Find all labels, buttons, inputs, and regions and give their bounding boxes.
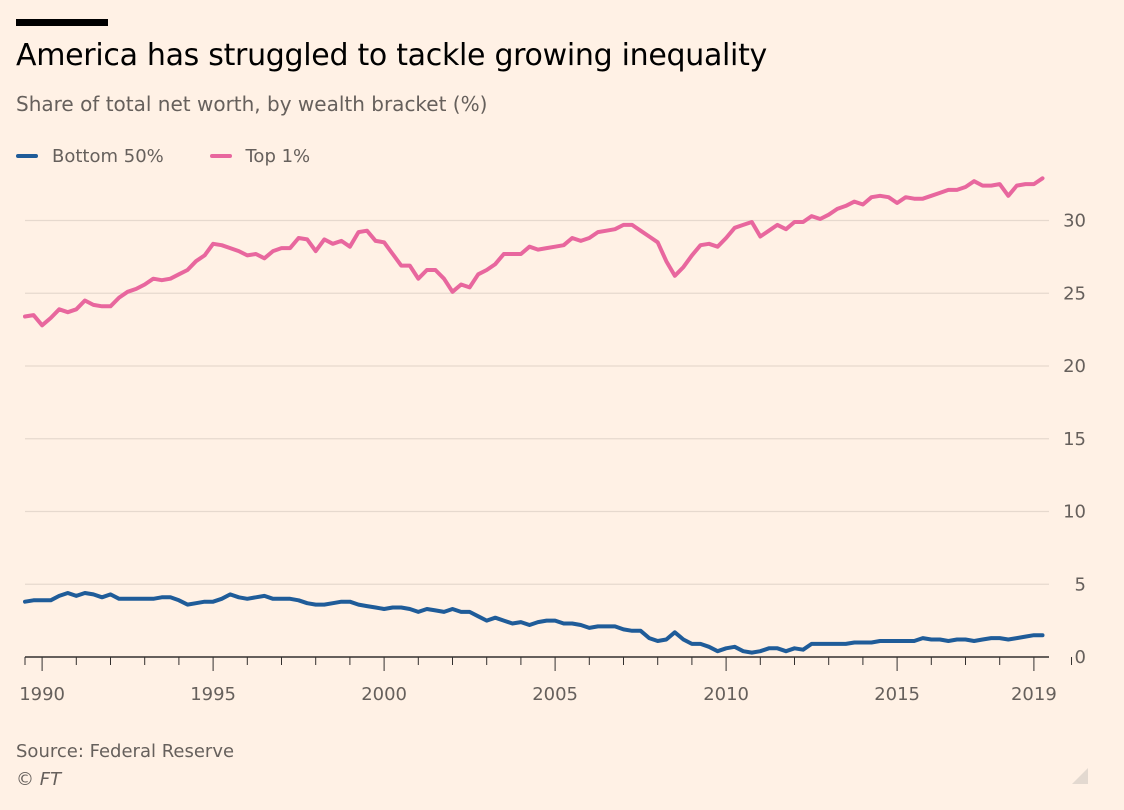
chart-title: America has struggled to tackle growing …	[16, 38, 768, 73]
y-tick-label-30: 30	[1063, 211, 1086, 232]
legend-swatch-top-1	[209, 154, 232, 158]
x-tick-label-2015: 2015	[874, 684, 920, 705]
legend-item-bottom-50: Bottom 50%	[16, 146, 164, 167]
y-tick-label-0: 0	[1075, 647, 1086, 668]
y-tick-label-20: 20	[1063, 356, 1086, 377]
x-tick-label-1990: 1990	[19, 684, 65, 705]
x-tick-label-2010: 2010	[703, 684, 749, 705]
y-tick-label-5: 5	[1075, 574, 1086, 595]
chart-subtitle: Share of total net worth, by wealth brac…	[16, 92, 488, 116]
x-tick-label-2000: 2000	[361, 684, 407, 705]
y-tick-label-15: 15	[1063, 429, 1086, 450]
legend: Bottom 50% Top 1%	[16, 142, 350, 167]
copyright-credit: © FT	[16, 769, 62, 790]
y-tick-label-10: 10	[1063, 502, 1086, 523]
legend-swatch-bottom-50	[16, 154, 38, 158]
source-note: Source: Federal Reserve	[16, 741, 235, 762]
series-line-top-1	[23, 176, 1045, 328]
x-tick-label-1995: 1995	[190, 684, 236, 705]
x-tick-label-2019: 2019	[1011, 684, 1057, 705]
y-tick-label-25: 25	[1063, 283, 1086, 304]
x-tick-label-2005: 2005	[532, 684, 578, 705]
ft-top-bar	[16, 19, 108, 26]
resize-corner-icon	[1072, 768, 1088, 784]
legend-label-top-1: Top 1%	[245, 145, 311, 167]
series-line-bottom-50	[23, 591, 1045, 655]
legend-item-top-1: Top 1%	[209, 145, 311, 167]
legend-label-bottom-50: Bottom 50%	[52, 145, 164, 167]
